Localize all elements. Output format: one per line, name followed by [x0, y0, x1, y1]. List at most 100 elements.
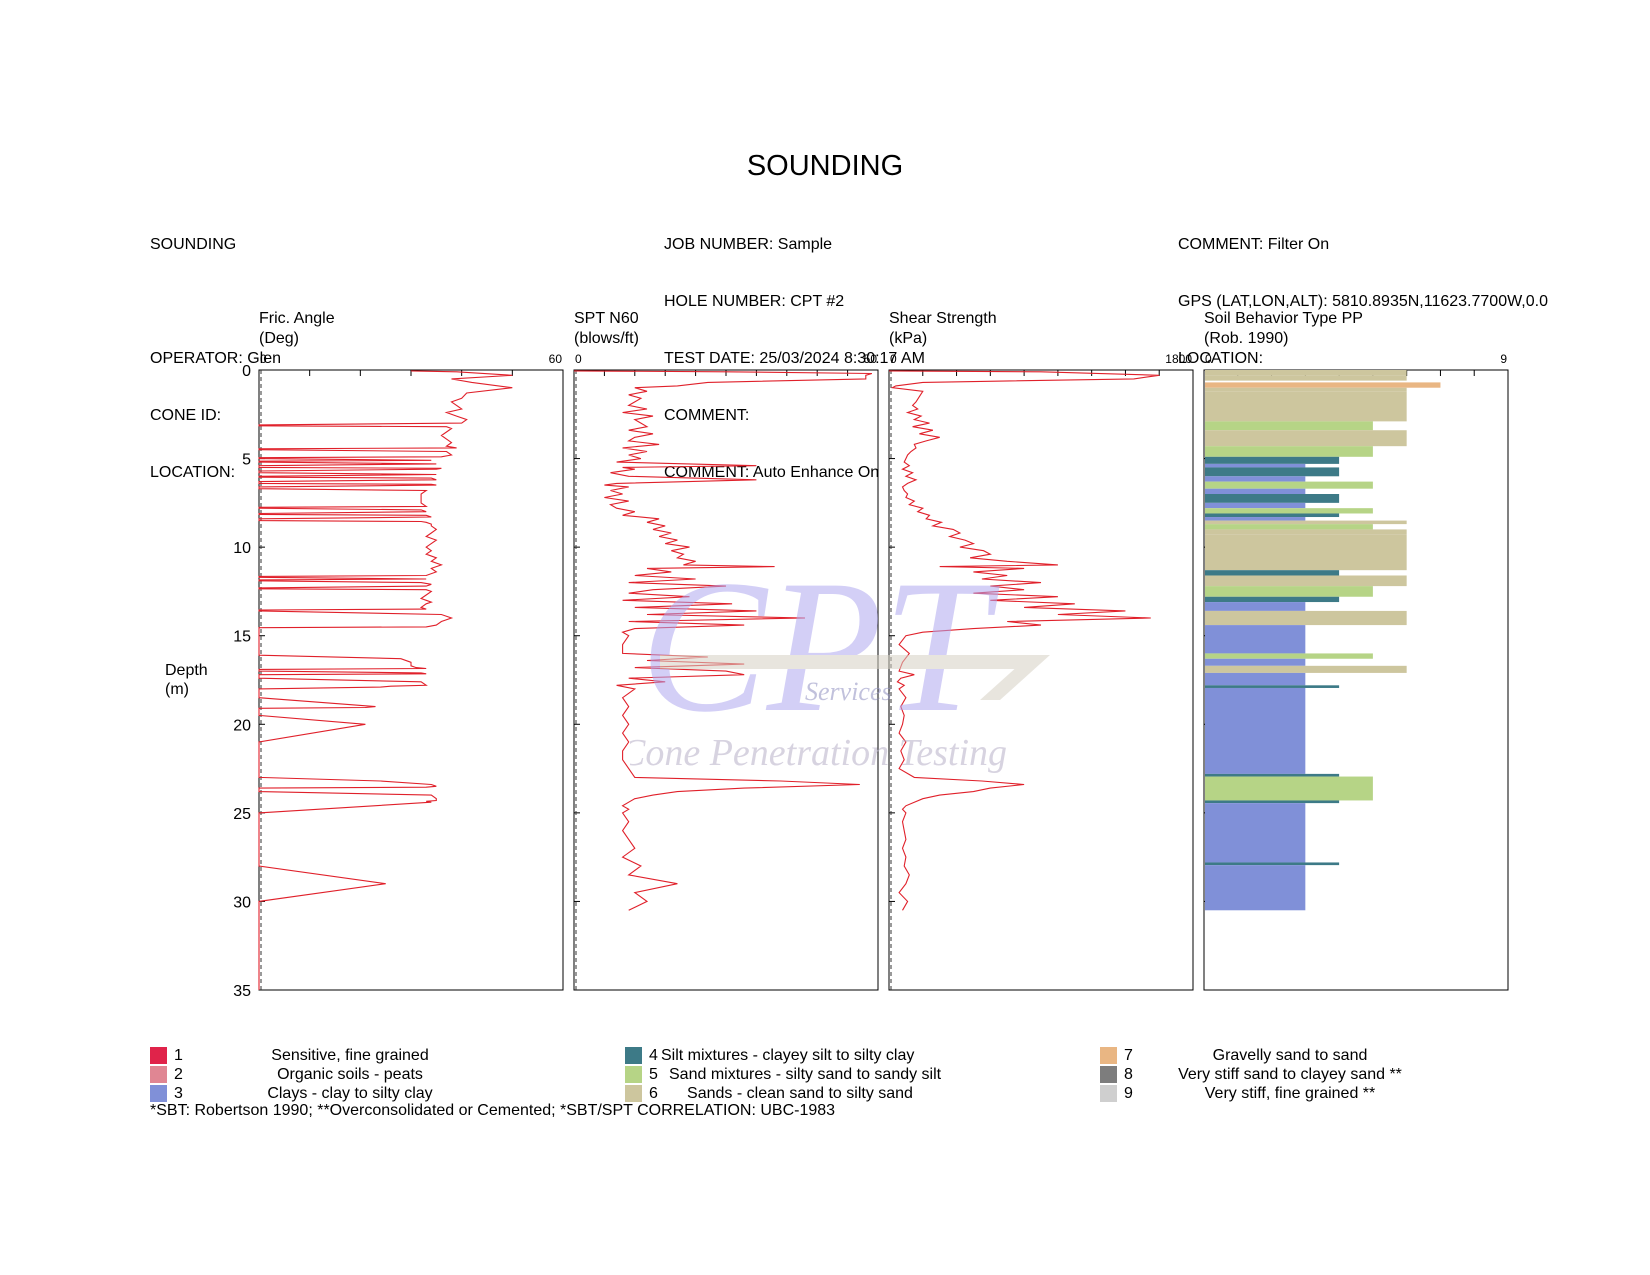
depth-tick-label: 15 [233, 629, 251, 646]
legend-swatch [1100, 1066, 1117, 1083]
sbt-layer-bar [1205, 463, 1306, 468]
sbt-layer-bar [1205, 375, 1407, 381]
legend-item-7: 7 Gravelly sand to sand [1100, 1046, 1520, 1065]
legend-item-8: 8 Very stiff sand to clayey sand ** [1100, 1065, 1520, 1084]
sbt-layer-bar [1205, 391, 1407, 422]
sbt-layer-bar [1205, 625, 1306, 654]
sbt-layer-bar [1205, 456, 1340, 464]
sbt-layer-bar [1205, 446, 1373, 457]
panel-title: Fric. Angle [259, 310, 335, 327]
legend-label: Sands - clean sand to silty sand [687, 1085, 913, 1102]
sbt-layer-bar [1205, 517, 1306, 521]
sbt-layer-bar [1205, 586, 1373, 597]
sbt-layer-bar [1205, 687, 1306, 774]
header-left-line: OPERATOR: Glen [150, 350, 281, 367]
panel-frame [888, 369, 1194, 991]
header-left-line: LOCATION: [150, 464, 236, 481]
legend-swatch [150, 1047, 167, 1064]
sbt-layer-bar [1205, 665, 1407, 673]
legend-label: Gravelly sand to sand [1212, 1047, 1368, 1064]
data-trace [888, 370, 1160, 911]
sbt-layer-bar [1205, 610, 1407, 626]
sbt-layer-bar [1205, 481, 1373, 489]
sbt-layer-bar [1205, 529, 1407, 535]
sbt-layer-bar [1205, 658, 1306, 666]
depth-axis-unit: (m) [165, 681, 189, 698]
header-right-line: GPS (LAT,LON,ALT): 5810.8935N,11623.7700… [1178, 293, 1548, 310]
x-tick-label: 0 [1205, 352, 1212, 366]
legend-label: Sand mixtures - silty sand to sandy silt [669, 1066, 942, 1083]
legend-label: Silt mixtures - clayey silt to silty cla… [661, 1047, 915, 1064]
sbt-layer-bar [1205, 370, 1407, 376]
sbt-layer-bar [1205, 653, 1373, 659]
x-tick-label: 60 [549, 352, 563, 366]
legend-label: Very stiff sand to clayey sand ** [1178, 1066, 1402, 1083]
legend-label: Sensitive, fine grained [271, 1047, 429, 1064]
sbt-layer-bar [1205, 534, 1407, 571]
legend-swatch [150, 1085, 167, 1102]
x-tick-label: 1800 [1165, 352, 1192, 366]
sbt-layer-bar [1205, 800, 1340, 804]
sbt-layer-bar [1205, 865, 1306, 911]
sbt-layer-bar [1205, 467, 1340, 477]
x-tick-label: 9 [1500, 352, 1507, 366]
depth-tick-label: 25 [233, 806, 251, 823]
legend-number: 1 [174, 1047, 183, 1064]
sbt-layer-bar [1205, 387, 1407, 392]
legend-number: 9 [1124, 1085, 1133, 1102]
depth-axis-label: Depth [165, 662, 208, 679]
sbt-layer-bar [1205, 776, 1373, 801]
header-center-block: JOB NUMBER: Sample HOLE NUMBER: CPT #2 T… [664, 197, 925, 501]
legend-number: 3 [174, 1085, 183, 1102]
legend-swatch [625, 1066, 642, 1083]
sbt-layer-bar [1205, 570, 1340, 576]
header-center-line: JOB NUMBER: Sample [664, 236, 833, 253]
depth-tick-label: 0 [242, 363, 251, 380]
legend-item-4: 4 Silt mixtures - clayey silt to silty c… [625, 1046, 1045, 1065]
legend-number: 2 [174, 1066, 183, 1083]
panel-frame [573, 369, 879, 991]
legend-number: 6 [649, 1085, 658, 1102]
depth-tick-label: 10 [233, 540, 251, 557]
header-right-line: LOCATION: [1178, 350, 1264, 367]
panel-title: SPT N60 [574, 310, 639, 327]
header-right-block: COMMENT: Filter On GPS (LAT,LON,ALT): 58… [1178, 197, 1548, 387]
sbt-layer-bar [1205, 803, 1306, 863]
depth-tick-label: 20 [233, 717, 251, 734]
legend-item-9: 9 Very stiff, fine grained ** [1100, 1084, 1520, 1103]
sbt-layer-bar [1205, 476, 1306, 482]
depth-tick-label: 30 [233, 894, 251, 911]
data-trace [258, 370, 513, 990]
legend-label: Very stiff, fine grained ** [1204, 1085, 1376, 1102]
legend-swatch [1100, 1047, 1117, 1064]
legend-item-1: 1 Sensitive, fine grained [150, 1046, 570, 1065]
sbt-layer-bar [1205, 672, 1306, 686]
legend-swatch [1100, 1085, 1117, 1102]
panel-unit: (Deg) [259, 330, 299, 347]
sbt-layer-bar [1205, 685, 1340, 688]
footnote: *SBT: Robertson 1990; **Overconsolidated… [150, 1102, 836, 1119]
sbt-layer-bar [1205, 430, 1407, 447]
sbt-layer-bar [1205, 488, 1306, 494]
sbt-layer-bar [1205, 421, 1373, 431]
x-tick-label: 0 [575, 352, 582, 366]
legend-item-5: 5 Sand mixtures - silty sand to sandy si… [625, 1065, 1045, 1084]
page-title: SOUNDING [746, 150, 904, 182]
legend-swatch [150, 1066, 167, 1083]
sbt-layer-bar [1205, 508, 1373, 514]
sbt-layer-bar [1205, 520, 1407, 525]
legend-swatch [625, 1085, 642, 1102]
panel-unit: (Rob. 1990) [1204, 330, 1289, 347]
header-left-line: SOUNDING [150, 236, 237, 253]
panel-unit: (kPa) [889, 330, 927, 347]
x-tick-label: 50 [864, 352, 878, 366]
sbt-layer-bar [1205, 862, 1340, 866]
legend-item-3: 3 Clays - clay to silty clay [150, 1084, 570, 1103]
legend-number: 8 [1124, 1066, 1133, 1083]
header-left-line: CONE ID: [150, 407, 222, 424]
depth-tick-label: 35 [233, 983, 251, 1000]
legend-swatch [625, 1047, 642, 1064]
legend-number: 4 [649, 1047, 658, 1064]
header-center-line: COMMENT: Auto Enhance On [664, 464, 880, 481]
